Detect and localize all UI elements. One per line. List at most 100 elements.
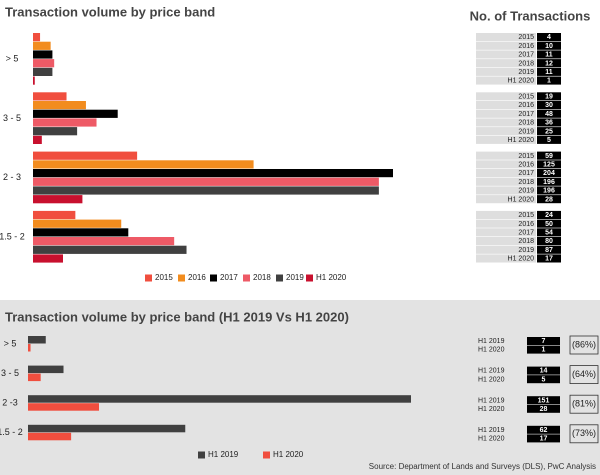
table-value: 24: [545, 212, 553, 219]
table-cell: [537, 210, 561, 219]
bar: [33, 135, 42, 144]
bar: [33, 127, 78, 136]
change-label: (81%): [572, 399, 596, 409]
bar: [33, 245, 187, 254]
table-cell: [537, 195, 561, 204]
table-cell: [537, 219, 561, 228]
legend-label: 2015: [155, 273, 173, 282]
table-label: 2016: [518, 102, 534, 109]
legend-swatch: [178, 274, 185, 282]
source: Source: Department of Lands and Surveys …: [369, 462, 596, 471]
change-box: [569, 335, 599, 355]
y-tick-label: 2 -3: [2, 398, 18, 408]
legend-label: H1 2020: [316, 273, 347, 282]
table-value: 125: [543, 161, 555, 168]
bar: [28, 344, 31, 352]
table-value: 10: [545, 43, 553, 50]
chart-title: Transaction volume by price band: [5, 4, 215, 19]
bar: [33, 41, 51, 50]
table-cell: [476, 219, 536, 228]
table-label: H1 2020: [478, 376, 505, 383]
table-cell: [476, 195, 536, 204]
table-cell: [476, 254, 536, 263]
table-label: 2019: [518, 69, 534, 76]
table-cell: [476, 127, 536, 136]
table-value: 19: [545, 93, 553, 100]
table-label: 2015: [518, 212, 534, 219]
legend-swatch: [243, 274, 250, 282]
change-label: (64%): [572, 369, 596, 379]
table-label: H1 2019: [478, 427, 505, 434]
table-cell: [527, 396, 560, 405]
bar: [33, 118, 97, 127]
table-value: 17: [540, 436, 548, 443]
bar: [33, 67, 53, 76]
bar: [28, 395, 411, 403]
table-label: 2017: [518, 52, 534, 59]
legend-swatch: [198, 451, 205, 459]
table-cell: [537, 109, 561, 118]
bar: [33, 195, 83, 204]
table-cell: [476, 135, 536, 144]
table-cell: [527, 375, 560, 384]
table-cell: [537, 169, 561, 178]
y-tick-label: 1.5 - 2: [0, 231, 25, 241]
bar: [33, 76, 35, 85]
bar: [33, 186, 379, 195]
legend-swatch: [263, 451, 270, 459]
table-label: H1 2019: [478, 338, 505, 345]
table-value: 11: [545, 69, 553, 76]
table-cell: [537, 177, 561, 186]
table-value: 59: [545, 153, 553, 160]
table-cell: [537, 135, 561, 144]
table-cell: [537, 59, 561, 68]
change-box: [569, 424, 599, 444]
table-cell: [476, 118, 536, 127]
bar: [33, 219, 122, 228]
y-tick-label: 3 - 5: [3, 113, 21, 123]
table-cell: [476, 237, 536, 246]
bar: [28, 365, 64, 374]
table-value: 5: [542, 376, 546, 383]
bar: [33, 210, 76, 220]
table-label: H1 2020: [508, 256, 535, 263]
bar: [33, 177, 379, 186]
table-label: 2019: [518, 247, 534, 254]
table-value: 4: [547, 34, 551, 41]
table-value: 5: [547, 137, 551, 144]
legend-label: H1 2020: [273, 450, 304, 459]
table-label: 2017: [518, 111, 534, 118]
table-cell: [476, 33, 536, 42]
table-label: 2015: [518, 93, 534, 100]
table-cell: [527, 434, 560, 443]
table-label: 2015: [518, 34, 534, 41]
y-tick-label: 1.5 - 2: [0, 427, 23, 437]
table-value: 17: [545, 256, 553, 263]
bar: [33, 160, 254, 169]
table-cell: [476, 59, 536, 68]
table-label: 2017: [518, 229, 534, 236]
bar: [33, 33, 41, 42]
table-cell: [537, 33, 561, 42]
bar: [33, 50, 53, 59]
table-cell: [476, 101, 536, 110]
table-value: 48: [545, 111, 553, 118]
bar: [33, 151, 138, 160]
table-value: 7: [542, 338, 546, 345]
y-tick-label: 3 - 5: [1, 368, 19, 378]
table-cell: [476, 228, 536, 237]
table-value: 54: [545, 229, 553, 236]
bar: [28, 432, 72, 441]
table-label: H1 2019: [478, 368, 505, 375]
table-value: 1: [547, 78, 551, 85]
legend-label: 2018: [253, 273, 271, 282]
table-cell: [476, 160, 536, 169]
change-box: [569, 394, 599, 414]
table-value: 87: [545, 247, 553, 254]
bar: [28, 373, 41, 382]
table-cell: [537, 41, 561, 50]
table-value: 11: [545, 52, 553, 59]
legend-label: 2019: [286, 273, 304, 282]
table-label: 2019: [518, 128, 534, 135]
